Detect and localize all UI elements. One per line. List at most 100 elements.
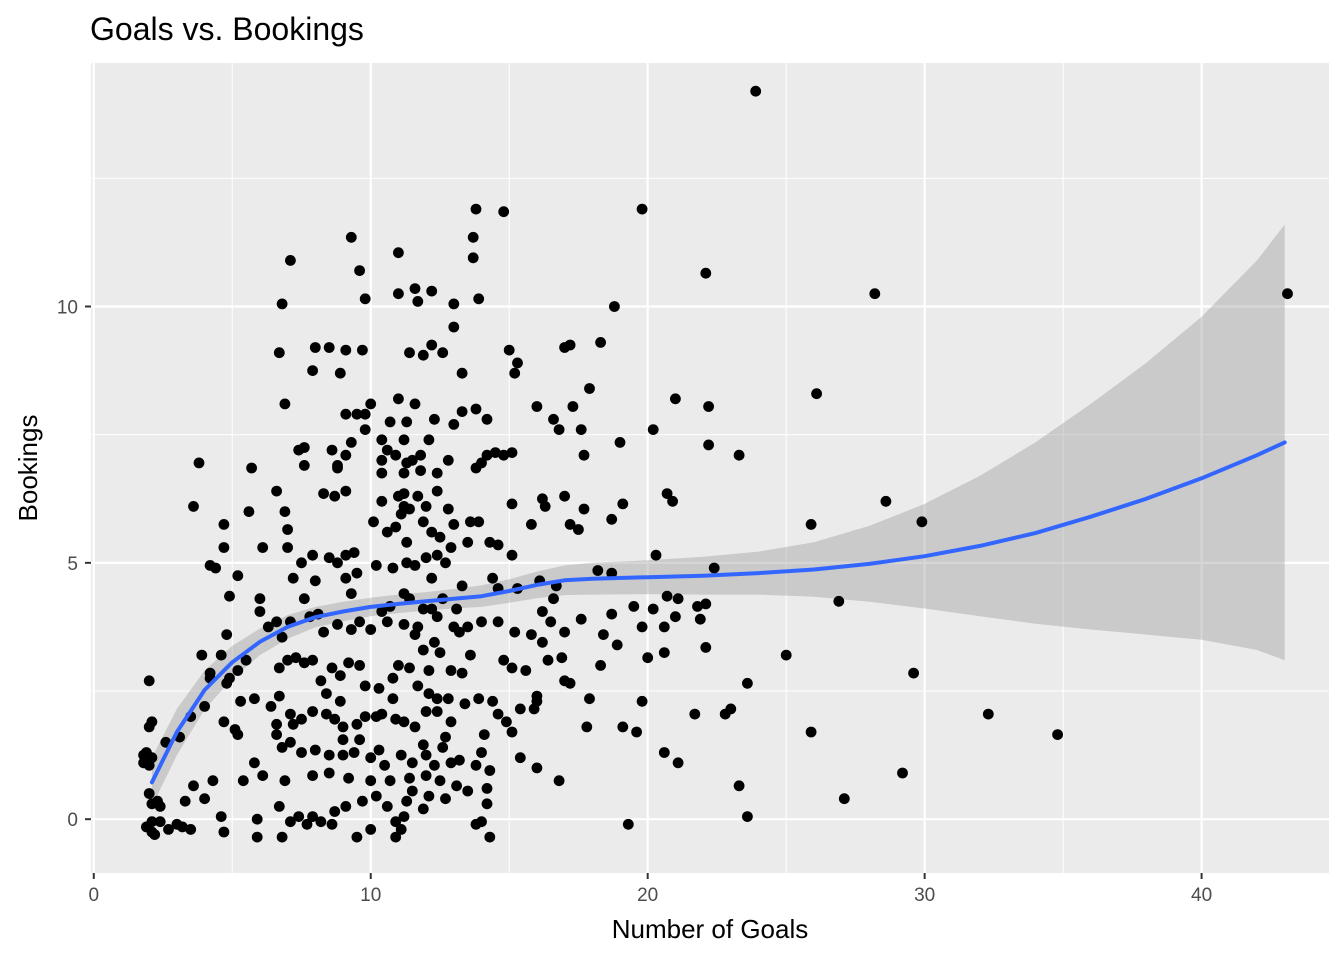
data-point <box>733 780 745 792</box>
data-point <box>539 501 551 512</box>
data-point <box>672 757 684 769</box>
data-point <box>326 444 338 456</box>
data-point <box>307 706 318 717</box>
data-points <box>138 85 1293 843</box>
data-point <box>398 619 410 630</box>
data-point <box>384 416 396 428</box>
data-point <box>473 293 485 305</box>
data-point <box>276 831 288 843</box>
data-point <box>321 688 332 699</box>
data-point <box>329 806 341 817</box>
data-point <box>908 667 919 679</box>
data-point <box>273 801 285 812</box>
data-point <box>514 752 526 764</box>
data-point <box>285 816 296 828</box>
data-point <box>492 708 504 720</box>
data-point <box>345 231 357 243</box>
data-point <box>531 401 543 412</box>
data-point <box>357 344 368 356</box>
data-point <box>564 339 576 351</box>
data-point <box>395 749 407 761</box>
data-point <box>492 616 504 628</box>
data-point <box>376 495 388 507</box>
data-point <box>573 524 584 535</box>
data-point <box>323 552 335 564</box>
data-point <box>445 665 457 676</box>
data-point <box>273 690 285 702</box>
data-point <box>390 713 402 725</box>
data-point <box>581 721 593 733</box>
data-point <box>628 601 640 612</box>
data-point <box>506 662 518 674</box>
data-point <box>417 603 429 615</box>
data-point <box>218 519 230 530</box>
data-point <box>276 298 288 310</box>
data-point <box>340 485 352 497</box>
data-point <box>171 818 183 830</box>
data-point <box>398 434 410 446</box>
data-point <box>365 824 377 835</box>
data-point <box>251 831 263 843</box>
data-point <box>146 716 158 728</box>
data-point <box>218 716 230 728</box>
data-point <box>296 747 307 758</box>
data-point <box>708 562 720 574</box>
data-point <box>448 298 460 310</box>
data-point <box>395 824 407 835</box>
data-point <box>348 747 360 758</box>
data-point <box>393 288 404 300</box>
data-point <box>340 408 352 420</box>
data-point <box>351 567 363 579</box>
data-point <box>672 593 684 605</box>
data-point <box>1052 729 1063 740</box>
data-point <box>154 816 166 828</box>
data-point <box>420 749 432 761</box>
data-point <box>437 742 449 753</box>
data-point <box>307 549 318 561</box>
data-point <box>492 539 504 551</box>
data-point <box>661 488 673 499</box>
data-point <box>567 401 579 412</box>
data-point <box>780 649 792 661</box>
x-axis: 0 10 20 30 40 <box>88 873 1212 906</box>
data-point <box>146 798 158 810</box>
data-point <box>423 790 435 802</box>
data-point <box>296 713 307 725</box>
data-point <box>359 424 371 435</box>
data-point <box>393 660 404 671</box>
data-point <box>448 321 460 333</box>
y-axis-title: Bookings <box>13 415 43 522</box>
data-point <box>326 662 338 674</box>
data-point <box>359 711 371 722</box>
data-point <box>545 616 557 628</box>
data-point <box>417 739 429 751</box>
data-point <box>420 770 432 781</box>
data-point <box>271 616 282 628</box>
data-point <box>404 772 415 784</box>
data-point <box>404 503 415 515</box>
data-point <box>390 831 402 843</box>
data-point <box>537 606 548 617</box>
minor-gridlines <box>91 63 1329 873</box>
data-point <box>318 488 329 499</box>
data-point <box>442 454 454 466</box>
data-point <box>670 611 681 623</box>
x-axis-title: Number of Goals <box>612 914 809 944</box>
data-point <box>503 344 515 356</box>
data-point <box>276 742 288 753</box>
data-point <box>246 462 257 474</box>
smooth-trend-line <box>149 440 1287 785</box>
data-point <box>271 718 282 730</box>
data-point <box>251 813 263 825</box>
data-point <box>257 542 269 553</box>
data-point <box>404 662 415 674</box>
data-point <box>473 693 485 705</box>
data-point <box>661 590 673 602</box>
data-point <box>506 498 518 510</box>
data-point <box>606 608 618 620</box>
data-point <box>440 793 451 805</box>
data-point <box>476 747 487 758</box>
data-point <box>559 675 570 687</box>
data-point <box>321 708 332 720</box>
data-point <box>514 703 526 715</box>
